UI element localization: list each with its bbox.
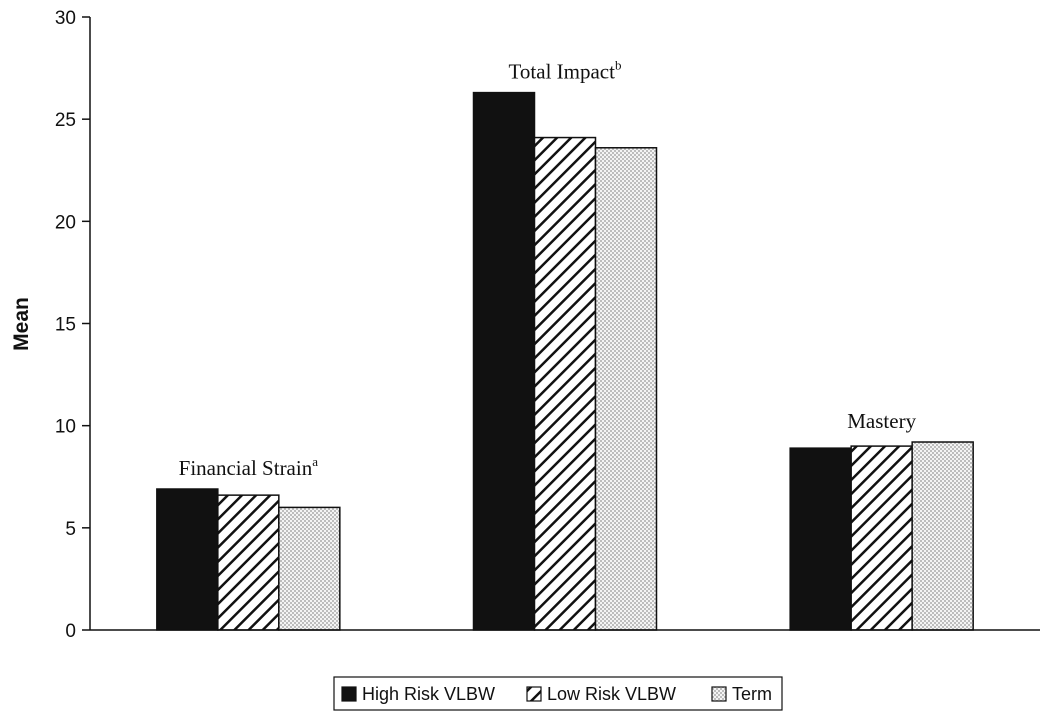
group-label: Financial Straina <box>179 454 319 480</box>
y-tick-label: 5 <box>65 519 76 540</box>
legend-swatch <box>526 686 542 702</box>
group-labels: Financial Straina Total Impactb Mastery <box>179 58 917 480</box>
y-tick-label: 15 <box>55 315 76 336</box>
legend-label: Term <box>732 684 772 704</box>
bar-low-risk-vlbw-3 <box>850 445 913 631</box>
y-tick-label: 10 <box>55 417 76 438</box>
bar-high-risk-vlbw-1 <box>156 488 219 631</box>
y-tick-label: 25 <box>55 110 76 131</box>
legend-swatch <box>341 686 357 702</box>
bar-low-risk-vlbw-1 <box>217 494 280 631</box>
y-tick-label: 20 <box>55 212 76 233</box>
legend-swatch <box>711 686 727 702</box>
legend: High Risk VLBW Low Risk VLBW Term <box>333 676 783 711</box>
legend-label: High Risk VLBW <box>362 684 495 704</box>
bars <box>156 91 974 631</box>
bar-term-1 <box>278 506 341 631</box>
group-label: Total Impactb <box>509 58 622 84</box>
bar-term-2 <box>594 147 658 631</box>
legend-box <box>333 676 783 711</box>
y-axis-ticks: 0 5 10 15 20 25 30 <box>55 8 90 642</box>
legend-label: Low Risk VLBW <box>547 684 676 704</box>
y-tick-label: 30 <box>55 8 76 29</box>
bar-low-risk-vlbw-2 <box>533 136 597 631</box>
bar-high-risk-vlbw-3 <box>789 447 852 631</box>
bar-term-3 <box>911 441 974 631</box>
y-tick-label: 0 <box>65 621 76 642</box>
y-axis-label: Mean <box>10 297 33 351</box>
group-label: Mastery <box>847 409 916 433</box>
bar-high-risk-vlbw-2 <box>472 91 536 631</box>
